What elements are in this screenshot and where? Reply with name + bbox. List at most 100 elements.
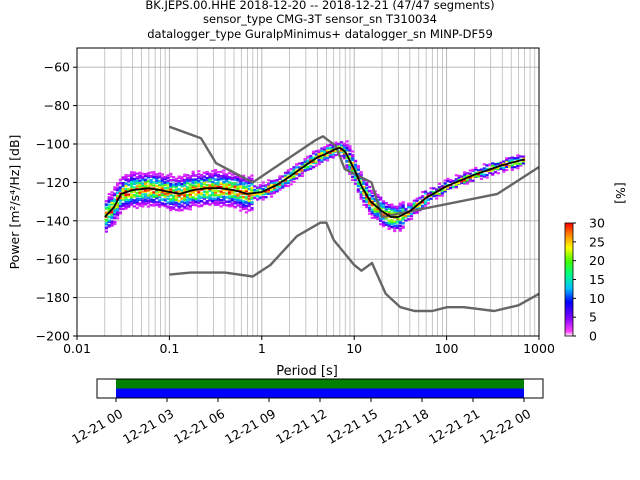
density-cell <box>188 204 192 207</box>
density-cell <box>365 200 369 203</box>
density-cell <box>191 181 195 184</box>
density-cell <box>278 188 282 191</box>
density-cell <box>121 184 125 187</box>
density-cell <box>233 200 237 204</box>
density-cell <box>320 149 324 153</box>
density-cell <box>314 155 318 158</box>
density-cell <box>213 189 218 192</box>
density-cell <box>177 209 181 212</box>
density-cell <box>320 159 324 162</box>
density-cell <box>328 151 332 154</box>
density-cell <box>289 179 293 182</box>
density-cell <box>323 146 327 149</box>
density-cell <box>267 192 271 195</box>
density-cell <box>398 224 402 227</box>
density-cell <box>379 198 383 201</box>
density-cell <box>261 195 265 199</box>
density-cell <box>401 222 405 225</box>
density-cell <box>118 207 123 211</box>
density-cell <box>317 154 321 157</box>
density-cell <box>446 177 450 180</box>
density-cell <box>225 204 229 207</box>
density-cell <box>454 174 458 177</box>
noise-model-high-line <box>168 125 540 219</box>
density-cell <box>493 163 498 166</box>
density-cell <box>387 203 391 207</box>
density-cell <box>348 157 352 160</box>
density-cell <box>188 191 192 195</box>
density-cell <box>174 201 178 204</box>
density-cell <box>110 224 114 227</box>
density-cell <box>373 199 377 202</box>
density-cell <box>351 178 355 182</box>
density-cell <box>130 182 134 186</box>
density-cell <box>236 196 240 200</box>
density-cell <box>477 175 481 178</box>
density-cell <box>463 171 467 174</box>
density-cell <box>331 146 335 149</box>
density-cell <box>157 205 162 208</box>
density-cell <box>440 189 444 192</box>
density-cell <box>157 193 162 196</box>
timeline-tick-label: 12-21 03 <box>120 406 176 447</box>
density-cell <box>398 227 402 230</box>
density-cell <box>107 203 111 206</box>
density-cell <box>132 201 137 204</box>
density-cell <box>334 153 338 157</box>
density-cell <box>160 202 164 205</box>
density-cell <box>144 173 148 176</box>
density-cell <box>398 218 402 221</box>
density-cell <box>250 208 254 211</box>
density-cell <box>499 167 503 170</box>
density-cell <box>152 200 156 203</box>
density-cell <box>124 176 128 179</box>
density-cell <box>144 180 148 183</box>
density-cell <box>177 182 181 185</box>
density-cell <box>127 200 131 204</box>
density-cell <box>342 142 346 145</box>
mean-line <box>104 146 525 218</box>
density-cell <box>222 180 226 183</box>
density-cell <box>205 179 209 182</box>
density-cell <box>373 216 377 219</box>
density-cell <box>247 205 251 208</box>
density-cell <box>104 203 109 206</box>
density-cell <box>155 177 159 180</box>
density-cell <box>387 213 391 216</box>
density-cell <box>421 201 425 204</box>
density-cell <box>342 148 346 151</box>
density-cell <box>199 177 204 180</box>
density-cell <box>141 203 145 206</box>
density-cell <box>227 192 232 195</box>
density-cell <box>370 203 374 206</box>
density-cell <box>255 198 260 201</box>
density-cell <box>110 209 114 212</box>
density-cell <box>211 200 215 203</box>
density-cell <box>367 194 372 197</box>
density-cell <box>185 186 190 189</box>
density-cell <box>275 188 279 191</box>
density-cell <box>460 181 464 185</box>
density-cell <box>381 205 386 209</box>
density-cell <box>113 220 117 224</box>
density-cell <box>116 196 120 199</box>
density-cell <box>116 202 120 205</box>
density-cell <box>384 209 388 213</box>
density-cell <box>289 176 293 179</box>
density-cell <box>468 172 472 175</box>
density-cell <box>281 183 285 186</box>
density-cell <box>502 166 506 170</box>
density-cell <box>384 223 388 226</box>
density-cell <box>185 193 190 197</box>
density-cell <box>130 200 134 203</box>
density-cell <box>118 186 123 189</box>
density-cell <box>505 163 509 167</box>
density-cell <box>348 149 352 152</box>
y-tick-label: −120 <box>36 175 70 190</box>
density-cell <box>225 189 229 192</box>
density-cell <box>488 171 492 175</box>
y-tick-label: −180 <box>36 290 70 305</box>
density-cell <box>241 174 246 177</box>
density-cell <box>241 182 246 185</box>
density-cell <box>390 222 394 225</box>
